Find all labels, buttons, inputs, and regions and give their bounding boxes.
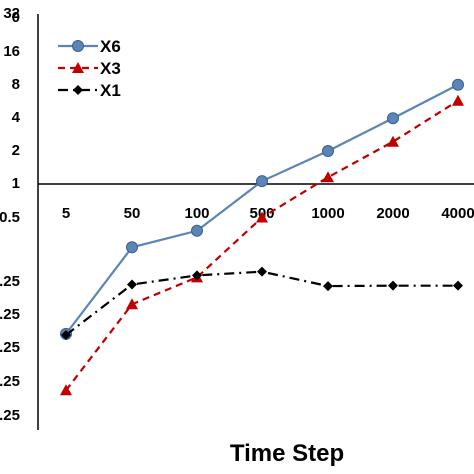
data-point-marker: [192, 270, 202, 281]
y-tick-label: 32: [3, 5, 20, 22]
legend-entry: X3: [58, 59, 121, 78]
data-point-marker: [453, 280, 463, 291]
data-point-marker: [60, 384, 72, 396]
series-x1: [61, 266, 463, 340]
data-point-marker: [387, 112, 399, 125]
y-tick-label: .25: [0, 273, 20, 290]
x-axis-label: Time Step: [230, 440, 344, 467]
x-tick-label: 2000: [376, 205, 409, 222]
data-point-marker: [452, 78, 464, 91]
series-x6: [60, 78, 464, 340]
data-point-marker: [73, 85, 83, 95]
legend-entry: X1: [58, 81, 121, 100]
series-x3: [60, 94, 464, 396]
y-tick-label: 8: [12, 76, 20, 93]
chart-axes: [37, 14, 474, 430]
series-layer: [60, 78, 464, 396]
data-point-marker: [322, 144, 334, 157]
y-tick-label: .25: [0, 306, 20, 323]
data-point-marker: [126, 241, 138, 254]
x-tick-label: 5: [62, 205, 70, 222]
data-point-marker: [323, 281, 333, 292]
data-point-marker: [72, 40, 84, 52]
data-point-marker: [256, 211, 268, 223]
data-point-marker: [387, 135, 399, 147]
series-line: [65, 270, 458, 336]
legend-label: X1: [100, 81, 121, 100]
data-point-marker: [126, 298, 138, 310]
y-tick-label: 1: [12, 175, 20, 192]
data-point-marker: [452, 94, 464, 106]
data-point-marker: [388, 280, 398, 291]
y-tick-label: .25: [0, 339, 20, 356]
data-point-marker: [72, 62, 84, 73]
data-point-marker: [61, 329, 71, 340]
y-axis-tick-labels: 32 16 8 4 2 1 .25 .25 .25 .25 .25 0 0.5: [0, 5, 21, 424]
data-point-marker: [322, 171, 334, 183]
y-tick-label: .25: [0, 407, 20, 424]
legend-label: X6: [100, 37, 121, 56]
legend-label: X3: [100, 59, 121, 78]
y-tick-label: 0: [12, 9, 20, 26]
y-tick-label: 4: [12, 109, 21, 126]
y-tick-label: .25: [0, 373, 20, 390]
series-line: [65, 99, 459, 391]
chart-legend: X6 X3 X1: [58, 37, 121, 100]
y-tick-label: 2: [12, 142, 20, 159]
x-tick-label: 50: [124, 205, 141, 222]
y-tick-label: 0.5: [0, 209, 20, 226]
x-axis-tick-labels: 550100500100020004000: [62, 205, 474, 222]
data-point-marker: [256, 175, 268, 188]
legend-entry: X6: [58, 37, 121, 56]
data-point-marker: [257, 266, 267, 277]
data-point-marker: [127, 279, 137, 290]
x-tick-label: 100: [184, 205, 209, 222]
data-point-marker: [191, 224, 203, 237]
x-tick-label: 1000: [311, 205, 344, 222]
y-tick-label: 16: [3, 43, 20, 60]
x-tick-label: 4000: [441, 205, 474, 222]
